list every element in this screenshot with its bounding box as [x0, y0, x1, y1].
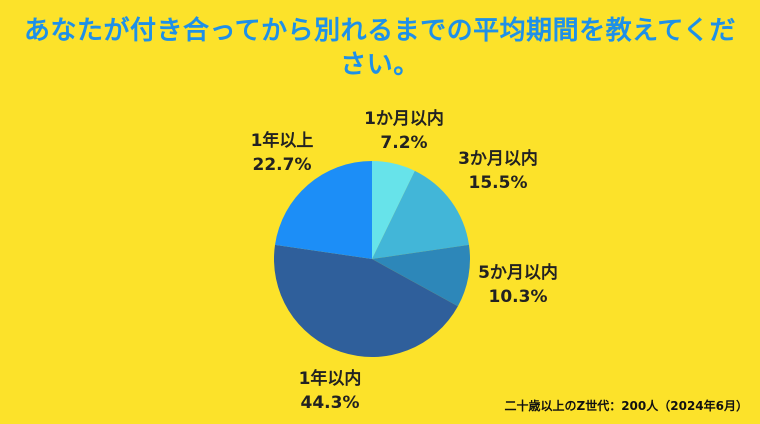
pie-labels: 1か月以内 7.2% 3か月以内 15.5% 5か月以内 10.3% 1年以内 44.3% 1年… — [251, 108, 558, 413]
pie-slice — [372, 170, 469, 259]
pie-slice — [273, 244, 458, 358]
slice-value-label: 44.3% — [301, 393, 360, 413]
slice-value-label: 10.3% — [489, 287, 548, 307]
slice-value-label: 22.7% — [253, 155, 312, 175]
slice-category-label: 1か月以内 — [364, 108, 444, 129]
survey-note: 二十歳以上のZ世代：200人（2024年6月） — [504, 399, 749, 413]
pie-slices — [273, 161, 471, 358]
slice-category-label: 1年以上 — [251, 130, 314, 151]
slice-category-label: 1年以内 — [299, 368, 362, 389]
pie-slice — [372, 244, 471, 307]
pie-slice — [372, 161, 415, 259]
slice-value-label: 15.5% — [469, 173, 528, 193]
slice-category-label: 5か月以内 — [478, 262, 558, 283]
chart-title: あなたが付き合ってから別れるまでの平均期間を教えてください。 — [23, 16, 737, 80]
slice-value-label: 7.2% — [380, 133, 427, 153]
pie-slice — [275, 161, 372, 259]
slice-category-label: 3か月以内 — [458, 148, 538, 169]
